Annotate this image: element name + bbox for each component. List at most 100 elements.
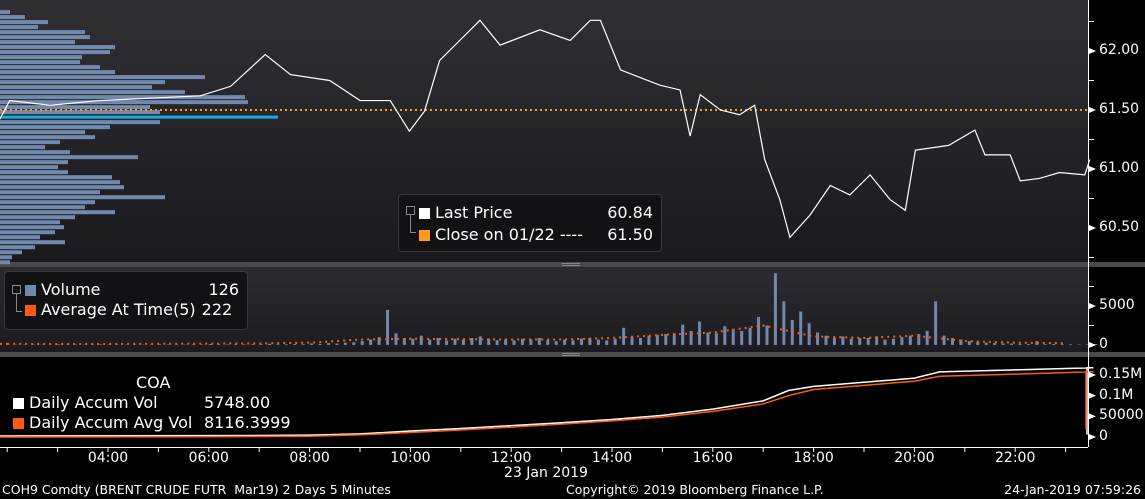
- last-price-swatch: [419, 207, 430, 219]
- volume-bar: [1035, 341, 1039, 345]
- accum-avg-label: Daily Accum Avg Vol: [29, 413, 193, 432]
- footer-security: COH9 Comdty (BRENT CRUDE FUTR Mar19) 2 D…: [2, 482, 391, 497]
- volume-bar: [352, 342, 356, 345]
- y-tick: [1089, 107, 1096, 113]
- accum-title: COA: [136, 373, 171, 392]
- y-tick-label: 62.00: [1099, 42, 1140, 58]
- volume-bar: [386, 309, 390, 345]
- profile-bar: [0, 180, 120, 185]
- y-tick-label: 0.1M: [1099, 386, 1134, 403]
- profile-bar: [0, 15, 25, 20]
- profile-bar: [0, 185, 124, 190]
- profile-bar: [0, 105, 150, 110]
- volume-bar: [698, 321, 702, 345]
- profile-bar: [0, 50, 110, 55]
- volume-bar: [638, 337, 642, 345]
- profile-bar: [0, 165, 58, 170]
- volume-bar: [782, 301, 786, 345]
- x-axis-date: 23 Jan 2019: [504, 465, 588, 481]
- volume-bar: [740, 330, 744, 345]
- accum-vol-label: Daily Accum Vol: [29, 393, 158, 412]
- volume-bar: [748, 327, 752, 345]
- volume-bar: [301, 344, 305, 345]
- accum-avg-value: 8116.3999: [204, 413, 291, 432]
- volume-bar: [234, 344, 238, 345]
- volume-bar: [504, 339, 508, 345]
- panel-divider-2[interactable]: [0, 352, 1145, 357]
- profile-bar: [0, 65, 100, 70]
- volume-bar: [402, 337, 406, 345]
- profile-bar: [0, 80, 165, 85]
- close-value: 61.50: [607, 225, 653, 244]
- profile-bar: [0, 60, 80, 65]
- volume-bar: [950, 337, 954, 345]
- profile-bar: [0, 95, 245, 100]
- volume-bar: [259, 344, 263, 345]
- profile-bar: [0, 210, 115, 215]
- profile-bar: [0, 155, 138, 160]
- volume-bar: [318, 343, 322, 345]
- profile-bar: [0, 130, 85, 135]
- y-tick: [1089, 372, 1096, 378]
- profile-bar: [0, 200, 95, 205]
- volume-bar: [369, 339, 373, 345]
- volume-bar: [411, 338, 415, 345]
- volume-bar: [765, 325, 769, 345]
- profile-bar: [0, 260, 10, 265]
- profile-bar: [0, 55, 82, 60]
- x-tick-label: 22:00: [995, 450, 1036, 466]
- accum-avg-swatch: [13, 417, 24, 429]
- close-swatch: [419, 229, 430, 241]
- y-tick-label: 61.00: [1099, 160, 1140, 176]
- x-tick-label: 18:00: [793, 450, 834, 466]
- profile-bar: [0, 255, 12, 260]
- volume-bar: [327, 343, 330, 345]
- profile-bar: [0, 205, 85, 210]
- profile-bar: [0, 25, 38, 30]
- volume-bar: [192, 344, 196, 345]
- volume-value: 126: [208, 280, 239, 299]
- profile-bar: [0, 20, 48, 25]
- volume-bar: [993, 343, 997, 345]
- y-tick: [1089, 166, 1096, 172]
- y-tick-label: 0.15M: [1099, 366, 1143, 382]
- volume-bar: [596, 339, 600, 345]
- profile-bar: [0, 160, 68, 165]
- profile-bar: [0, 90, 185, 95]
- y-tick-label: 0: [1099, 336, 1108, 352]
- volume-bar: [967, 341, 971, 345]
- legend-collapse-toggle[interactable]: [406, 206, 419, 233]
- y-tick-label: 50000: [1099, 407, 1144, 424]
- volume-bar: [647, 335, 651, 345]
- volume-bar: [605, 340, 609, 345]
- x-tick-label: 16:00: [692, 450, 733, 466]
- volume-bar: [495, 340, 499, 345]
- price-legend: Last Price 60.84 Close on 01/22 ---- 61.…: [398, 194, 662, 252]
- accum-legend: COA Daily Accum Vol 5748.00 Daily Accum …: [13, 373, 291, 433]
- profile-bar: [0, 30, 85, 35]
- average-swatch: [25, 304, 36, 316]
- y-tick: [1089, 392, 1096, 399]
- volume-bar: [723, 326, 727, 345]
- y-tick: [1089, 225, 1096, 231]
- volume-bar: [394, 333, 398, 345]
- x-tick-label: 04:00: [87, 450, 129, 466]
- profile-bar: [0, 195, 165, 200]
- panel-divider-1[interactable]: [0, 262, 1145, 267]
- volume-bar: [310, 343, 314, 345]
- volume-label: Volume: [41, 280, 101, 299]
- legend-collapse-toggle[interactable]: [12, 285, 25, 312]
- volume-bar: [849, 338, 853, 345]
- volume-bar: [1052, 344, 1056, 345]
- volume-bar: [942, 335, 946, 345]
- average-value: 222: [201, 300, 233, 319]
- volume-bar: [335, 343, 339, 345]
- last-price-value: 60.84: [607, 203, 653, 222]
- profile-bar: [0, 100, 248, 105]
- volume-bar: [655, 334, 659, 345]
- volume-bar: [664, 334, 668, 345]
- volume-bar: [377, 337, 381, 345]
- y-tick-label: 61.50: [1099, 101, 1140, 117]
- volume-bar: [478, 336, 482, 345]
- volume-bar: [630, 337, 634, 345]
